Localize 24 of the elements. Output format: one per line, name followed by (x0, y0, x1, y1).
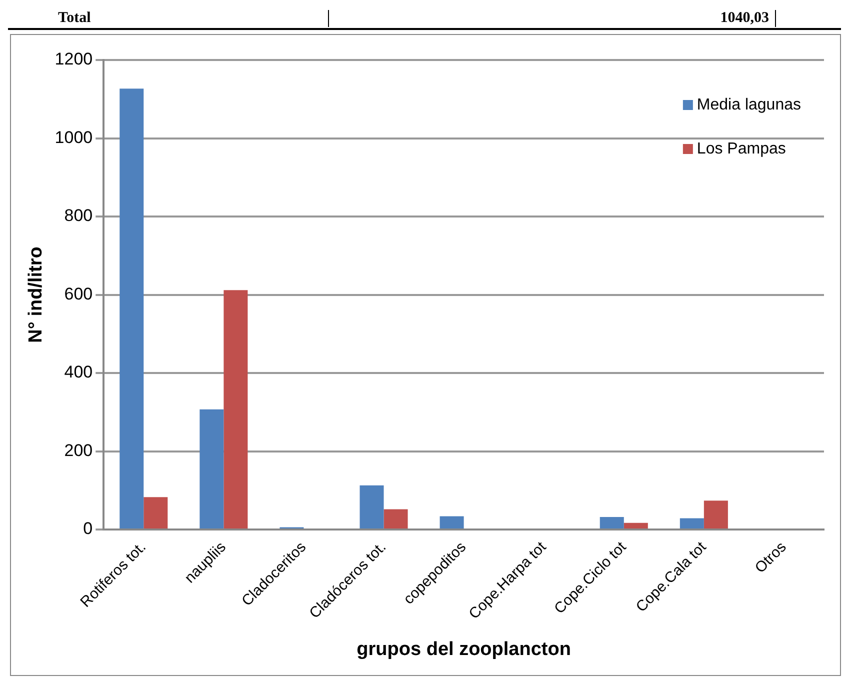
legend-label: Los Pampas (696, 140, 786, 158)
bar (384, 509, 408, 529)
y-tick-label: 1200 (54, 50, 93, 69)
bar (144, 497, 168, 529)
legend-label: Media lagunas (696, 96, 802, 114)
bar (360, 485, 384, 529)
y-tick-label: 0 (83, 519, 93, 538)
y-axis-title: N° ind/litro (26, 246, 47, 343)
bar (680, 518, 704, 529)
bar (624, 522, 648, 529)
x-axis-title: grupos del zooplancton (356, 638, 571, 660)
y-tick-label: 400 (64, 362, 93, 382)
bar (600, 517, 624, 529)
y-tick-label: 200 (64, 440, 93, 460)
y-tick-label: 800 (64, 206, 93, 226)
bar (704, 500, 728, 529)
text: 1040,03 (329, 10, 776, 26)
bar (440, 516, 464, 529)
bar (224, 290, 248, 529)
bar (120, 88, 144, 529)
bar (200, 409, 224, 529)
text: Total (8, 10, 329, 26)
y-tick-label: 600 (64, 284, 93, 304)
y-tick-label: 1000 (54, 128, 93, 147)
